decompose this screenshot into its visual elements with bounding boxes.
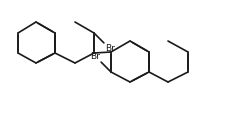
Text: Br: Br xyxy=(105,44,115,53)
Text: Br: Br xyxy=(90,52,100,61)
